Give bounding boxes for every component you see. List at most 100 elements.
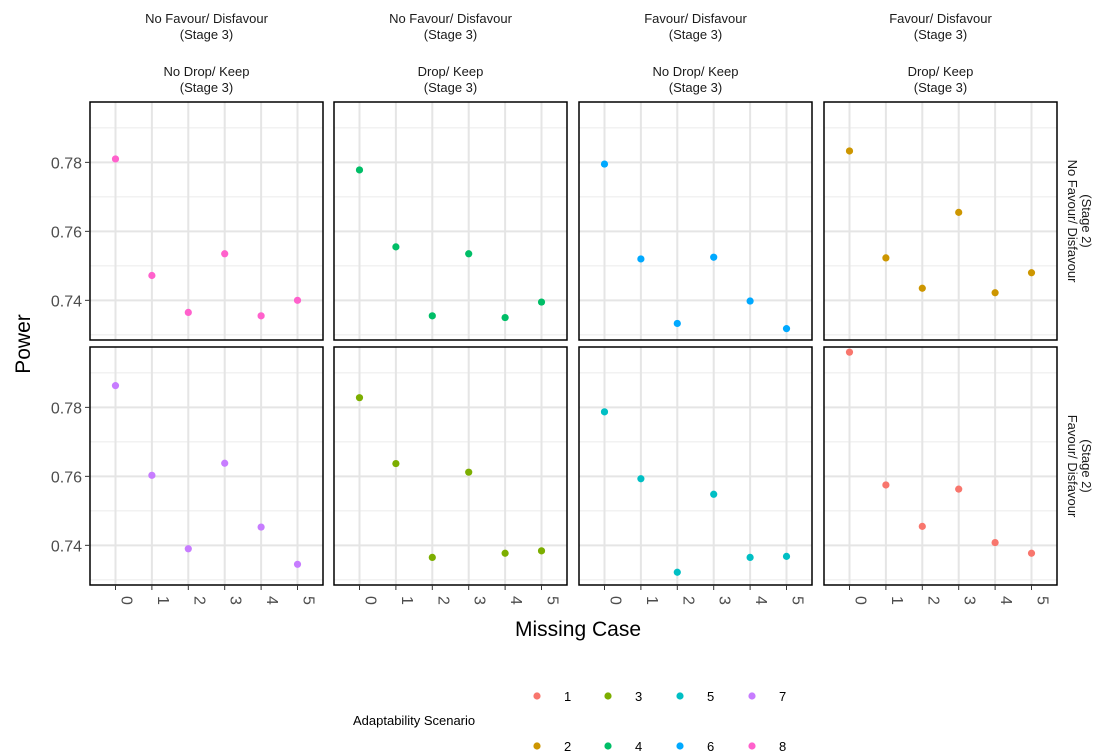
x-tick-label: 1 [643, 596, 660, 605]
data-point [746, 553, 754, 562]
data-point [600, 408, 609, 416]
legend-key [676, 692, 684, 700]
data-point [221, 459, 229, 467]
x-tick-label: 3 [227, 596, 244, 605]
y-tick-label: 0.76 [51, 224, 82, 241]
data-point [918, 522, 926, 530]
panel-border [823, 101, 1058, 341]
data-point [355, 394, 364, 402]
x-tick-label: 2 [924, 596, 941, 605]
column-strip-bottom-line1: No Drop/ Keep [164, 64, 250, 79]
x-tick-label: 5 [544, 596, 561, 605]
column-strip-top-line1: Favour/ Disfavour [889, 11, 992, 26]
column-strip-bottom-line1: Drop/ Keep [418, 64, 484, 79]
data-point [184, 308, 192, 317]
legend-label: 6 [707, 739, 714, 753]
data-point [845, 147, 854, 155]
y-tick-label: 0.76 [51, 469, 82, 486]
data-point [148, 271, 156, 280]
column-strip-top-line1: No Favour/ Disfavour [145, 11, 268, 26]
data-point [257, 523, 265, 531]
column-strip-bottom-line2: (Stage 3) [180, 80, 233, 95]
data-point [746, 297, 754, 305]
x-tick-label: 2 [434, 596, 451, 605]
data-point [392, 243, 400, 251]
data-point [537, 298, 546, 306]
row-strip-line2: (Stage 2) [1079, 439, 1094, 492]
legend-key [676, 742, 684, 750]
legend-key [748, 742, 756, 750]
x-axis-title: Missing Case [515, 618, 641, 641]
x-tick-label: 0 [361, 596, 378, 605]
panel-border [578, 101, 813, 341]
column-strip-bottom-line1: No Drop/ Keep [653, 64, 739, 79]
legend-key [604, 692, 612, 700]
y-tick-label: 0.74 [51, 293, 82, 310]
data-point [782, 325, 791, 333]
data-point [955, 485, 963, 493]
data-point [257, 312, 265, 320]
panel-border [333, 101, 568, 341]
legend-key [748, 692, 756, 700]
x-tick-label: 1 [398, 596, 415, 605]
data-point [637, 255, 645, 263]
data-point [600, 160, 609, 168]
data-point [710, 253, 718, 261]
data-point [501, 549, 509, 557]
x-tick-label: 1 [154, 596, 171, 605]
panel-border [89, 101, 324, 341]
data-point [710, 490, 718, 498]
data-point [782, 552, 791, 560]
x-tick-label: 3 [471, 596, 488, 605]
column-strip-top-line1: Favour/ Disfavour [644, 11, 747, 26]
x-tick-label: 4 [507, 596, 524, 605]
legend-label: 1 [564, 689, 571, 704]
column-strip-top-line2: (Stage 3) [424, 27, 477, 42]
column-strip-bottom-line2: (Stage 3) [669, 80, 722, 95]
legend-title: Adaptability Scenario [353, 713, 475, 728]
data-point [537, 547, 546, 555]
legend-label: 8 [779, 739, 786, 753]
column-strip-top-line2: (Stage 3) [180, 27, 233, 42]
x-tick-label: 4 [263, 596, 280, 605]
data-point [991, 289, 999, 297]
x-tick-label: 0 [117, 596, 134, 605]
panel-border [823, 346, 1058, 586]
data-point [111, 382, 120, 390]
x-tick-label: 5 [1034, 596, 1051, 605]
legend-label: 5 [707, 689, 714, 704]
panel-border [578, 346, 813, 586]
x-tick-label: 3 [961, 596, 978, 605]
row-strip-line2: (Stage 2) [1079, 194, 1094, 247]
data-point [1027, 269, 1036, 277]
column-strip-bottom-line1: Drop/ Keep [908, 64, 974, 79]
x-tick-label: 5 [300, 596, 317, 605]
data-point [293, 296, 302, 304]
x-tick-label: 5 [789, 596, 806, 605]
column-strip-top-line1: No Favour/ Disfavour [389, 11, 512, 26]
data-point [882, 254, 890, 262]
data-point [991, 538, 999, 547]
row-strip-line1: Favour/ Disfavour [1065, 415, 1080, 518]
legend-key [533, 692, 541, 700]
data-point [392, 459, 400, 468]
data-point [111, 155, 120, 163]
column-strip-top-line2: (Stage 3) [669, 27, 722, 42]
legend-label: 2 [564, 739, 571, 753]
data-point [148, 471, 156, 479]
legend-label: 4 [635, 739, 642, 753]
data-point [845, 348, 854, 356]
legend-label: 3 [635, 689, 642, 704]
data-point [428, 312, 436, 320]
y-tick-label: 0.74 [51, 538, 82, 555]
x-tick-label: 4 [752, 596, 769, 605]
column-strip-bottom-line2: (Stage 3) [424, 80, 477, 95]
data-point [637, 475, 645, 483]
x-tick-label: 0 [851, 596, 868, 605]
data-point [955, 208, 963, 216]
x-tick-label: 2 [190, 596, 207, 605]
x-tick-label: 3 [716, 596, 733, 605]
legend-label: 7 [779, 689, 786, 704]
legend-key [533, 742, 541, 750]
